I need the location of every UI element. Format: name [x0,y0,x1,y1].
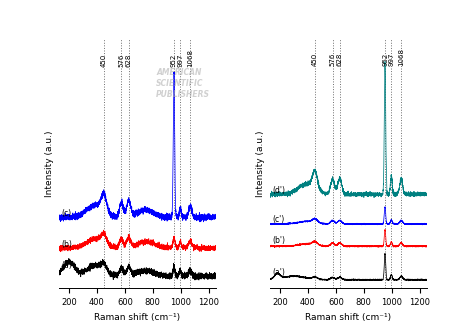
Text: 952: 952 [171,54,177,67]
X-axis label: Raman shift (cm⁻¹): Raman shift (cm⁻¹) [305,313,392,322]
Text: 576: 576 [329,53,336,66]
Y-axis label: Intensity (a.u.): Intensity (a.u.) [256,130,264,197]
Text: 576: 576 [118,54,125,67]
Text: 1068: 1068 [398,48,404,66]
Text: 628: 628 [337,53,343,66]
Text: (b'): (b') [272,237,285,245]
Text: (c'): (c') [272,214,284,224]
Text: 952: 952 [382,53,388,66]
Text: (a'): (a') [272,269,285,277]
Text: 450: 450 [101,54,107,67]
Text: (a): (a) [61,261,72,270]
Text: 450: 450 [312,53,318,66]
Text: 997: 997 [388,52,394,66]
Text: (d'): (d') [272,186,285,194]
Text: 1068: 1068 [187,49,193,67]
Text: (c): (c) [61,209,71,218]
Text: 997: 997 [177,54,183,67]
Text: (b): (b) [61,240,72,249]
Text: 628: 628 [126,54,132,67]
Y-axis label: Intensity (a.u.): Intensity (a.u.) [45,130,54,197]
X-axis label: Raman shift (cm⁻¹): Raman shift (cm⁻¹) [94,313,181,322]
Text: AMERICAN
SCIENTIFIC
PUBLISHERS: AMERICAN SCIENTIFIC PUBLISHERS [156,68,210,99]
